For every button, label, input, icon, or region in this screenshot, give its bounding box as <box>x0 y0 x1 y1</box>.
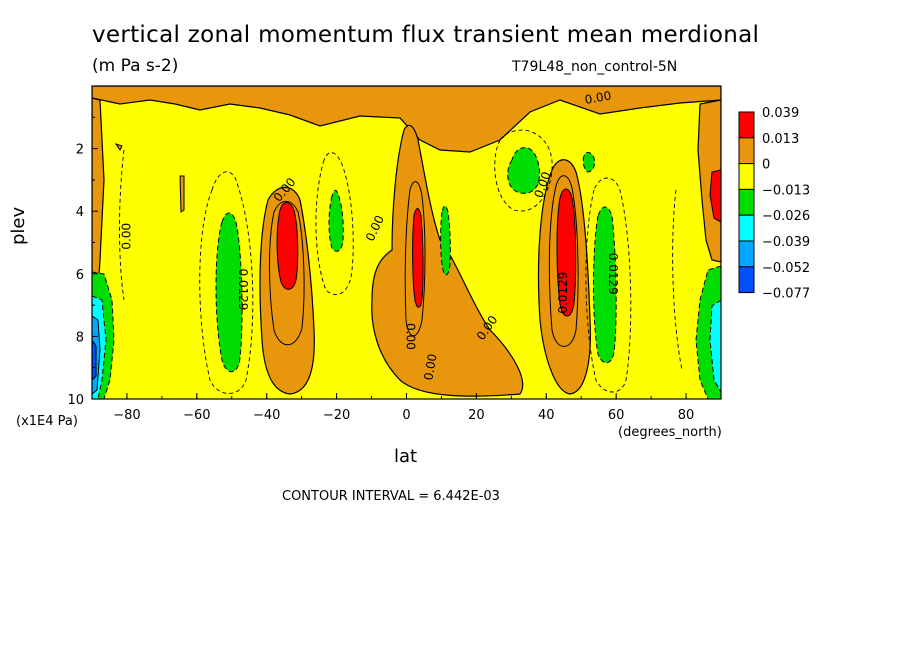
contour-label: 0.0129 <box>556 272 570 314</box>
eq-inner-contour <box>404 181 426 337</box>
y-tick-label: 2 <box>76 143 84 158</box>
y-tick-label: 8 <box>76 330 84 345</box>
contour-interval: CONTOUR INTERVAL = 6.442E-03 <box>282 489 500 504</box>
dashed-contour-nh-2 <box>585 177 632 393</box>
x-tick-label: −20 <box>323 408 350 423</box>
color-legend: 0.039 0.013 0 −0.013 −0.026 −0.039 −0.052 −0.07… <box>738 106 810 302</box>
x-axis-units: (degrees_north) <box>618 425 722 440</box>
sh-small-negative <box>328 189 344 252</box>
contour-label: 0.00 <box>584 88 613 106</box>
chart-units: (m Pa s-2) <box>92 56 179 76</box>
dashed-contour-right <box>672 189 683 371</box>
legend-swatch <box>738 163 755 190</box>
legend-swatch <box>738 111 755 139</box>
legend-swatch <box>738 214 755 242</box>
legend-level-label: −0.039 <box>762 235 810 250</box>
left-edge-deepblue <box>92 339 97 381</box>
nh-negative-column <box>593 206 617 364</box>
dashed-contour-left <box>119 149 125 301</box>
dashed-contour-nh-1 <box>494 129 553 212</box>
legend-swatch <box>738 137 755 165</box>
sh-red-core <box>276 202 299 290</box>
y-tick-label: 10 <box>67 393 84 408</box>
contour-label: 0.00 <box>421 353 439 382</box>
legend-swatch <box>738 188 755 216</box>
chart-title: vertical zonal momentum flux transient m… <box>92 22 760 48</box>
eq-small-negative <box>440 205 451 276</box>
sh-negative-column <box>215 212 243 373</box>
legend-level-label: 0 <box>762 158 770 173</box>
x-tick-label: 0 <box>402 408 410 423</box>
x-axis-ticks: −80 −60 −40 −20 0 20 40 60 80 <box>91 393 722 423</box>
legend-level-label: 0.039 <box>762 106 799 121</box>
contour-label: 0.00 <box>119 223 133 250</box>
contour-label: 0.00 <box>404 323 418 350</box>
legend-swatch <box>738 240 755 268</box>
filled-contours <box>92 86 721 399</box>
legend-level-label: −0.026 <box>762 209 810 224</box>
dashed-contour-sh-1 <box>199 171 254 394</box>
x-tick-label: −80 <box>113 408 140 423</box>
right-edge-positive <box>697 99 721 263</box>
x-tick-label: −40 <box>253 408 280 423</box>
x-tick-label: 40 <box>538 408 555 423</box>
contour-label: 0.0129 <box>606 253 620 295</box>
legend-level-label: −0.052 <box>762 261 810 276</box>
eq-red-core <box>412 208 424 308</box>
legend-level-label: 0.013 <box>762 132 799 147</box>
nh-upper-negative <box>507 147 541 194</box>
y-axis-units: (x1E4 Pa) <box>16 414 78 429</box>
legend-level-label: −0.077 <box>762 287 810 302</box>
legend-swatch <box>738 266 755 294</box>
contour-label: 0.0129 <box>236 268 250 310</box>
nh-red-core <box>556 188 577 317</box>
legend-level-label: −0.013 <box>762 183 810 198</box>
x-tick-label: −60 <box>183 408 210 423</box>
y-tick-label: 4 <box>76 205 84 220</box>
nh-small-negative <box>582 151 595 173</box>
sh-inner-contour <box>269 201 305 346</box>
run-label: T79L48_non_control-5N <box>512 59 678 75</box>
nh-inner-contour <box>548 175 579 347</box>
small-feature-left <box>114 143 123 151</box>
y-axis-ticks: 2 4 6 8 10 <box>67 116 98 408</box>
right-edge-cyan <box>709 299 721 393</box>
right-edge-red <box>709 169 721 223</box>
x-tick-label: 20 <box>468 408 485 423</box>
sh-positive-column <box>259 186 315 395</box>
x-tick-label: 60 <box>608 408 625 423</box>
x-tick-label: 80 <box>678 408 695 423</box>
small-feature-sh <box>179 175 185 213</box>
y-tick-label: 6 <box>76 268 84 283</box>
x-axis-label: lat <box>394 446 418 467</box>
dashed-contour-sh-2 <box>315 152 354 295</box>
